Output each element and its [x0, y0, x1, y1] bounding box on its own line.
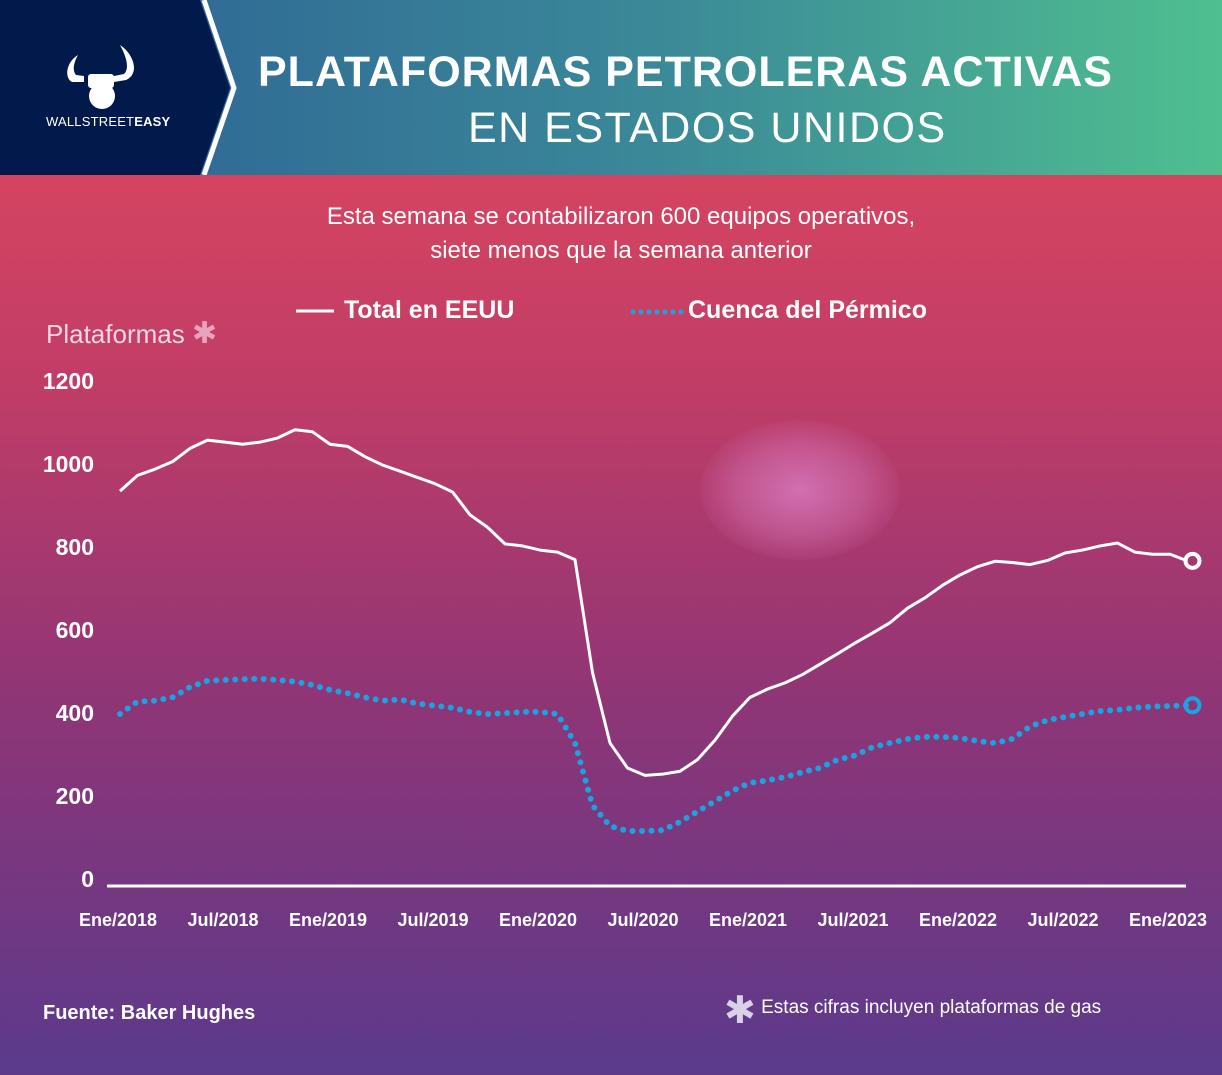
x-tick-label: Ene/2021 — [708, 910, 788, 930]
legend-total: Total en EEUU — [344, 296, 515, 324]
x-tick-label: Ene/2019 — [288, 910, 368, 930]
asterisk-icon: ✱ — [191, 317, 218, 350]
subtitle-line-1: Esta semana se contabilizaron 600 equipo… — [326, 203, 916, 230]
series-line-total — [118, 428, 1189, 777]
x-tick-label: Jul/2019 — [397, 910, 469, 930]
x-tick-label: Ene/2018 — [78, 910, 158, 930]
series-end-marker — [1183, 696, 1202, 715]
title-line-1: PLATAFORMAS PETROLERAS ACTIVAS — [258, 48, 1113, 96]
x-tick-label: Ene/2023 — [1128, 910, 1208, 930]
x-tick-label: Jul/2020 — [607, 910, 679, 930]
legend-swatch-total — [296, 309, 334, 313]
bull-fist-logo-icon — [67, 45, 134, 109]
source-note: Fuente: Baker Hughes — [43, 1002, 256, 1024]
logo-chevron-shape — [0, 0, 237, 175]
x-tick-label: Jul/2018 — [187, 910, 259, 930]
legend-permian: Cuenca del Pérmico — [688, 296, 927, 324]
series-line-permian — [117, 675, 1191, 835]
series-end-marker — [1183, 551, 1202, 570]
y-tick-label: 0 — [81, 866, 94, 892]
header-banner: WALLSTREETEASY PLATAFORMAS PETROLERAS AC… — [0, 0, 1222, 175]
x-tick-label: Ene/2020 — [498, 910, 578, 930]
y-tick-label: 1000 — [42, 451, 94, 477]
legend-swatch-permian — [630, 309, 688, 315]
brand-wordmark: WALLSTREETEASY — [46, 114, 171, 129]
y-tick-label: 400 — [55, 700, 94, 726]
x-tick-label: Jul/2022 — [1027, 910, 1099, 930]
y-tick-label: 800 — [55, 534, 94, 560]
x-tick-label: Ene/2022 — [918, 910, 998, 930]
chart-subtitle: Esta semana se contabilizaron 600 equipo… — [0, 200, 1222, 268]
y-tick-label: 200 — [55, 783, 94, 809]
y-tick-label: 600 — [55, 617, 94, 643]
logo-panel: WALLSTREETEASY — [0, 0, 240, 175]
subtitle-line-2: siete menos que la semana anterior — [430, 237, 812, 264]
footnote: ✱ Estas cifras incluyen plataformas de g… — [724, 990, 1102, 1032]
x-tick-label: Jul/2021 — [817, 910, 889, 930]
background-sun-glow — [700, 420, 900, 560]
title-line-2: EN ESTADOS UNIDOS — [468, 104, 947, 152]
y-tick-label: 1200 — [42, 368, 94, 394]
asterisk-icon: ✱ — [724, 990, 756, 1032]
y-axis-title: Plataformas ✱ — [46, 317, 218, 350]
